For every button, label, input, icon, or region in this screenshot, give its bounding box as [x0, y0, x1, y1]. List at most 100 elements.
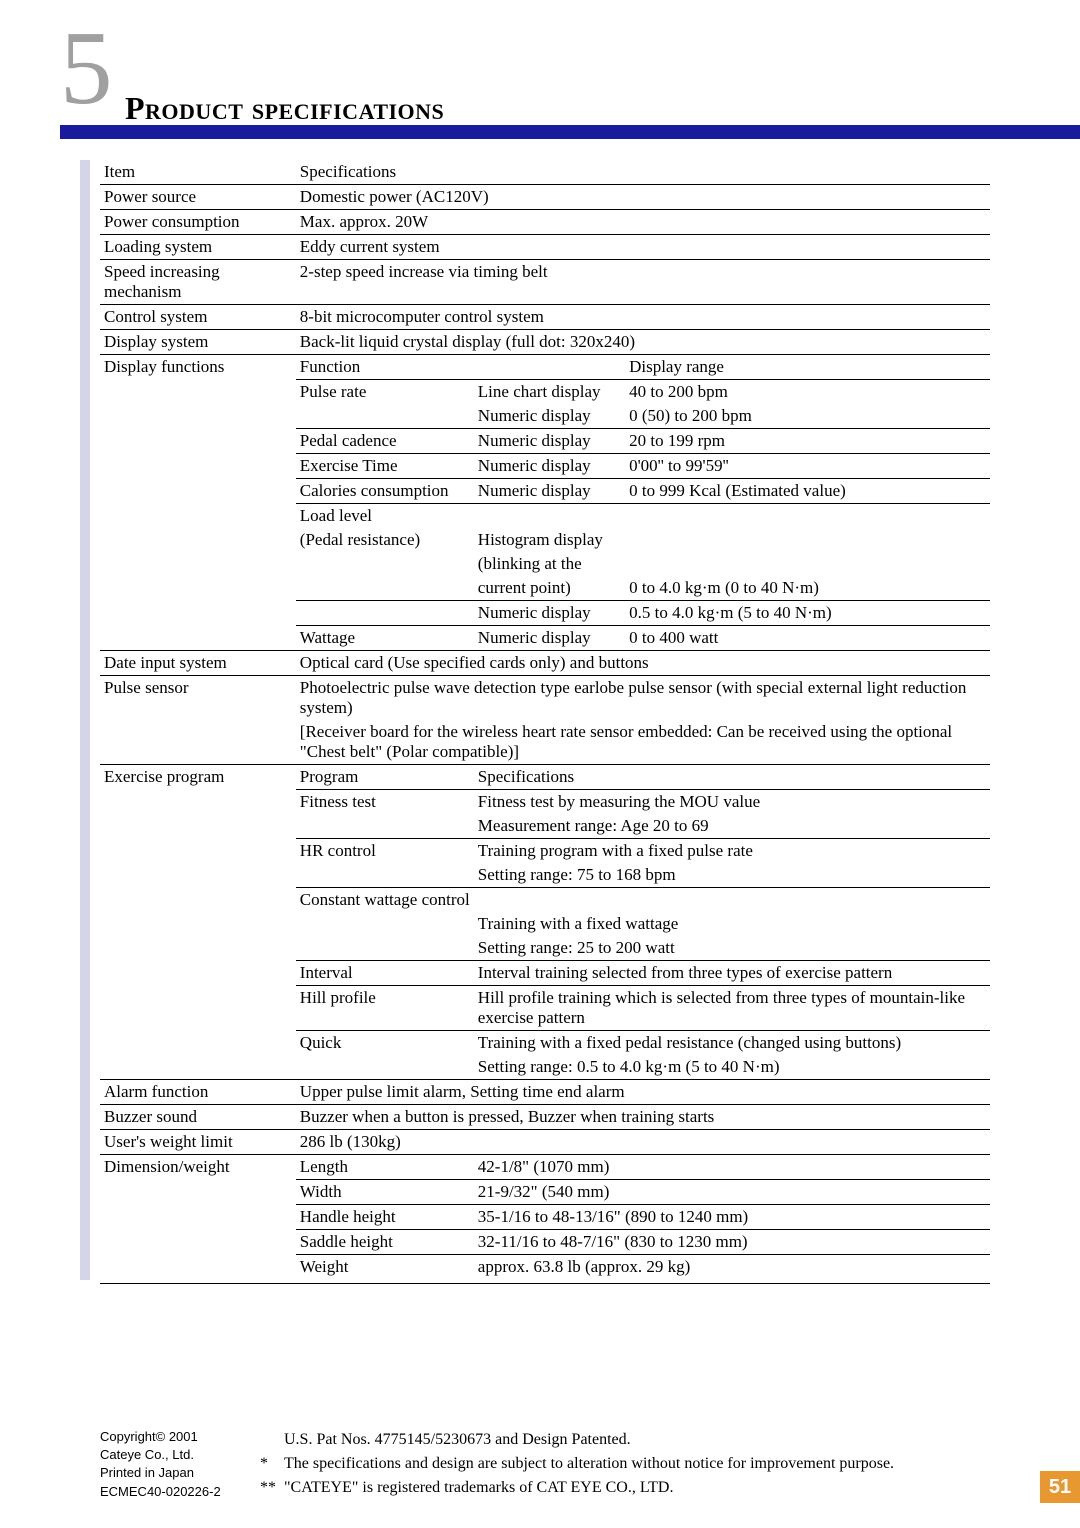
table-row: Training with a fixed wattage: [100, 912, 990, 936]
table-cell: [296, 863, 474, 888]
table-cell: [100, 912, 296, 936]
table-cell: [100, 888, 296, 913]
table-cell: Constant wattage control: [296, 888, 990, 913]
table-cell: Width: [296, 1180, 474, 1205]
table-cell: Histogram display: [474, 528, 625, 552]
table-cell: (blinking at the: [474, 552, 625, 576]
table-row: Handle height35-1/16 to 48-13/16" (890 t…: [100, 1205, 990, 1230]
table-row: Display systemBack-lit liquid crystal di…: [100, 330, 990, 355]
table-cell: Interval training selected from three ty…: [474, 961, 990, 986]
table-cell: [625, 552, 990, 576]
copyright-line: Copyright© 2001: [100, 1428, 250, 1446]
table-cell: [100, 552, 296, 576]
copyright-line: Cateye Co., Ltd.: [100, 1446, 250, 1464]
table-cell: Pulse rate: [296, 380, 474, 405]
table-row: Setting range: 25 to 200 watt: [100, 936, 990, 961]
table-cell: Numeric display: [474, 479, 625, 504]
table-cell: Training with a fixed pedal resistance (…: [474, 1031, 990, 1056]
sub-header: Specifications: [474, 765, 990, 790]
table-cell: [100, 429, 296, 454]
table-cell: [296, 601, 474, 626]
table-cell: Fitness test by measuring the MOU value: [474, 790, 990, 815]
footnotes-block: U.S. Pat Nos. 4775145/5230673 and Design…: [260, 1428, 894, 1500]
table-cell: 42-1/8" (1070 mm): [474, 1155, 990, 1180]
table-cell: Eddy current system: [296, 235, 990, 260]
table-cell: [100, 814, 296, 839]
table-cell: [100, 1205, 296, 1230]
table-cell: Alarm function: [100, 1080, 296, 1105]
page-header: 5 Product specifications: [0, 0, 1080, 25]
display-functions-header: Display functions Function Display range: [100, 355, 990, 380]
table-cell: [100, 1055, 296, 1080]
table-row: Measurement range: Age 20 to 69: [100, 814, 990, 839]
table-cell: [100, 528, 296, 552]
table-cell: [474, 504, 625, 529]
table-cell: [100, 863, 296, 888]
table-cell: [100, 454, 296, 479]
page-number: 51: [1040, 1471, 1080, 1503]
table-cell: HR control: [296, 839, 474, 864]
footnote-mark: **: [260, 1476, 284, 1500]
header-item: Item: [100, 160, 296, 185]
copyright-block: Copyright© 2001 Cateye Co., Ltd. Printed…: [100, 1428, 250, 1501]
table-cell: [296, 404, 474, 429]
table-cell: (Pedal resistance): [296, 528, 474, 552]
table-cell: [100, 626, 296, 651]
table-row: [Receiver board for the wireless heart r…: [100, 720, 990, 765]
table-cell: [296, 912, 474, 936]
table-cell: [100, 504, 296, 529]
table-cell: [100, 479, 296, 504]
table-cell: Speed increasing mechanism: [100, 260, 296, 305]
exercise-program-header: Exercise program Program Specifications: [100, 765, 990, 790]
table-cell: [296, 576, 474, 601]
table-cell: Calories consumption: [296, 479, 474, 504]
item-cell: Exercise program: [100, 765, 296, 790]
table-cell: 0 (50) to 200 bpm: [625, 404, 990, 429]
table-cell: Upper pulse limit alarm, Setting time en…: [296, 1080, 990, 1105]
table-cell: 0.5 to 4.0 kg·m (5 to 40 N·m): [625, 601, 990, 626]
table-cell: Date input system: [100, 651, 296, 676]
table-cell: Exercise Time: [296, 454, 474, 479]
table-row: User's weight limit286 lb (130kg): [100, 1130, 990, 1155]
table-cell: [296, 1055, 474, 1080]
table-cell: [100, 961, 296, 986]
table-cell: [100, 839, 296, 864]
table-cell: Power source: [100, 185, 296, 210]
table-cell: Training program with a fixed pulse rate: [474, 839, 990, 864]
table-cell: Wattage: [296, 626, 474, 651]
footnote-mark: *: [260, 1452, 284, 1476]
table-cell: Control system: [100, 305, 296, 330]
table-cell: Buzzer sound: [100, 1105, 296, 1130]
table-cell: Pulse sensor: [100, 676, 296, 721]
table-cell: [100, 1255, 296, 1280]
table-cell: 0 to 4.0 kg·m (0 to 40 N·m): [625, 576, 990, 601]
table-cell: Numeric display: [474, 601, 625, 626]
table-cell: Numeric display: [474, 454, 625, 479]
sub-header: Display range: [625, 355, 990, 380]
table-cell: Domestic power (AC120V): [296, 185, 990, 210]
table-cell: [296, 552, 474, 576]
sub-header: [474, 355, 625, 380]
table-cell: Interval: [296, 961, 474, 986]
table-cell: Training with a fixed wattage: [474, 912, 990, 936]
table-cell: Measurement range: Age 20 to 69: [474, 814, 990, 839]
footnote-text: "CATEYE" is registered trademarks of CAT…: [284, 1476, 673, 1500]
table-row: Numeric display0.5 to 4.0 kg·m (5 to 40 …: [100, 601, 990, 626]
table-row: Numeric display0 (50) to 200 bpm: [100, 404, 990, 429]
table-row: current point)0 to 4.0 kg·m (0 to 40 N·m…: [100, 576, 990, 601]
table-row: Width21-9/32" (540 mm): [100, 1180, 990, 1205]
table-row: Load level: [100, 504, 990, 529]
table-row: Constant wattage control: [100, 888, 990, 913]
table-cell: 21-9/32" (540 mm): [474, 1180, 990, 1205]
table-row: Pulse sensorPhotoelectric pulse wave det…: [100, 676, 990, 721]
table-row: Setting range: 0.5 to 4.0 kg·m (5 to 40 …: [100, 1055, 990, 1080]
spec-content: Item Specifications Power sourceDomestic…: [100, 160, 990, 1284]
table-cell: [296, 936, 474, 961]
table-row: (blinking at the: [100, 552, 990, 576]
table-cell: Optical card (Use specified cards only) …: [296, 651, 990, 676]
table-cell: [100, 576, 296, 601]
table-cell: [296, 814, 474, 839]
footnote-text: U.S. Pat Nos. 4775145/5230673 and Design…: [284, 1428, 631, 1452]
sub-header: Function: [296, 355, 474, 380]
table-cell: Setting range: 0.5 to 4.0 kg·m (5 to 40 …: [474, 1055, 990, 1080]
